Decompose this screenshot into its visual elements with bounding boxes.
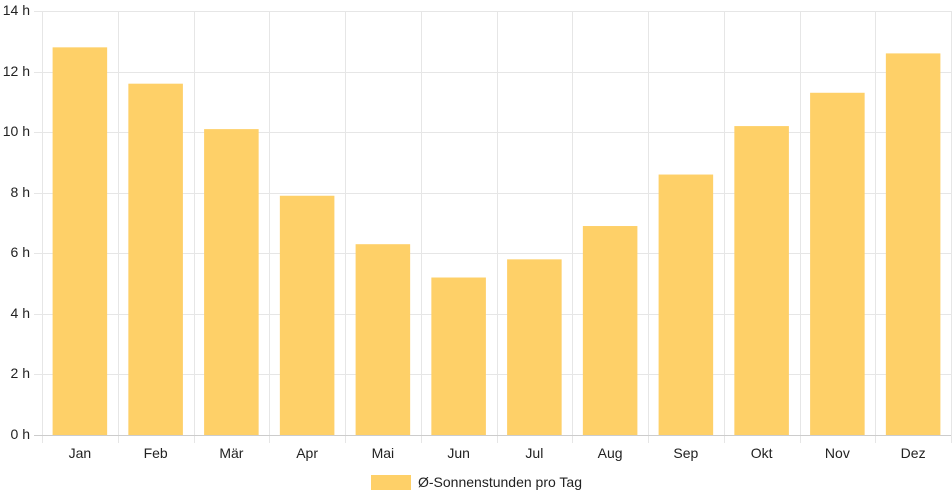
bars xyxy=(52,47,941,436)
x-tick-label: Okt xyxy=(751,445,773,461)
legend[interactable]: Ø-Sonnenstunden pro Tag xyxy=(371,474,582,490)
bar-mai[interactable] xyxy=(355,244,411,435)
x-tick-labels: Jan Feb Mär Apr Mai Jun Jul Aug Sep Okt Nov Dez xyxy=(69,445,926,461)
y-tick-label: 6 h xyxy=(11,244,30,260)
bar-apr[interactable] xyxy=(279,195,335,435)
bar-mär[interactable] xyxy=(204,129,259,435)
x-tick-label: Mai xyxy=(372,445,395,461)
x-tick-label: Jan xyxy=(69,445,92,461)
y-tick-label: 2 h xyxy=(11,365,30,381)
x-tick-label: Sep xyxy=(673,445,698,461)
x-tick-label: Aug xyxy=(598,445,623,461)
bar-sep[interactable] xyxy=(658,174,714,436)
y-tick-label: 12 h xyxy=(3,63,30,79)
bar-dez[interactable] xyxy=(885,53,941,436)
bar-jul[interactable] xyxy=(507,259,562,435)
grid xyxy=(34,11,952,443)
legend-label: Ø-Sonnenstunden pro Tag xyxy=(418,474,582,490)
y-tick-label: 8 h xyxy=(11,184,30,200)
bar-jan[interactable] xyxy=(52,47,108,435)
x-tick-label: Jun xyxy=(447,445,470,461)
x-tick-label: Feb xyxy=(144,445,168,461)
x-tick-label: Nov xyxy=(825,445,850,461)
x-tick-label: Apr xyxy=(296,445,318,461)
y-tick-label: 4 h xyxy=(11,305,30,321)
bar-okt[interactable] xyxy=(734,126,789,435)
legend-swatch xyxy=(371,475,411,490)
bar-jun[interactable] xyxy=(431,277,486,435)
bar-nov[interactable] xyxy=(810,92,865,436)
x-tick-label: Dez xyxy=(901,445,926,461)
bar-feb[interactable] xyxy=(128,83,183,435)
x-tick-label: Mär xyxy=(219,445,243,461)
x-tick-label: Jul xyxy=(525,445,543,461)
y-tick-label: 10 h xyxy=(3,123,30,139)
y-tick-labels: 0 h 2 h 4 h 6 h 8 h 10 h 12 h 14 h xyxy=(3,2,30,442)
bar-aug[interactable] xyxy=(582,226,638,435)
y-tick-label: 14 h xyxy=(3,2,30,18)
y-tick-label: 0 h xyxy=(11,426,30,442)
